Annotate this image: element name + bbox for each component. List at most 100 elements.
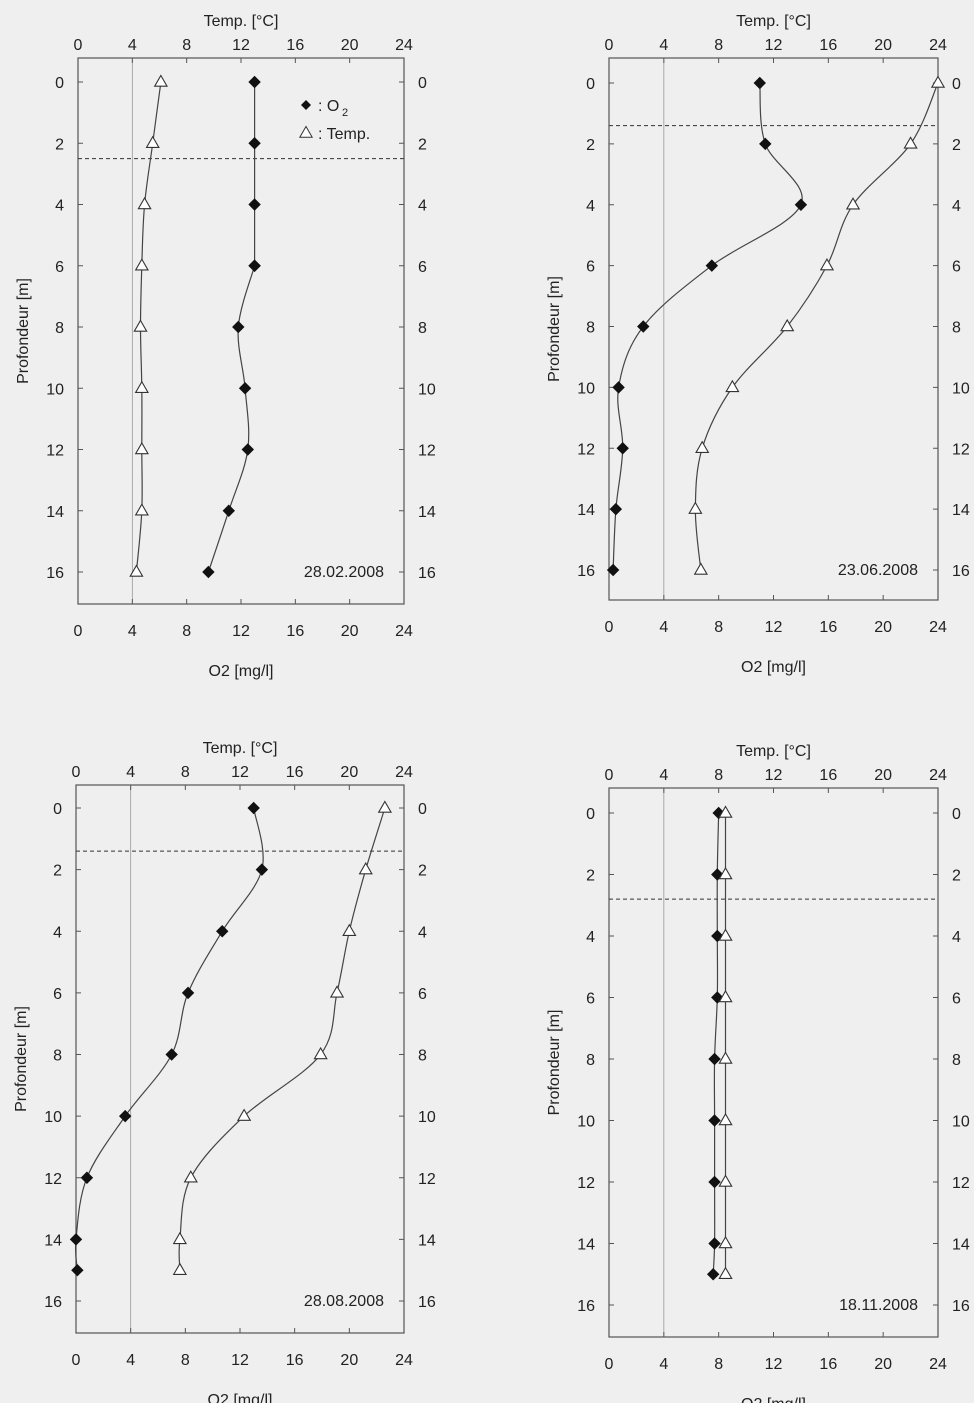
o2-point (248, 137, 261, 150)
y-tick-left-label: 16 (44, 1294, 62, 1311)
y-tick-left-label: 16 (46, 565, 64, 582)
y-tick-right-label: 2 (952, 137, 961, 154)
y-tick-left-label: 2 (55, 136, 64, 153)
y-tick-left-label: 16 (577, 563, 595, 580)
x-tick-top-label: 0 (605, 767, 614, 784)
x-tick-top-label: 24 (395, 37, 413, 54)
y-tick-right-label: 4 (418, 924, 427, 941)
temp-point (172, 1231, 187, 1245)
y-tick-left-label: 10 (577, 380, 595, 397)
y-tick-left-label: 0 (55, 75, 64, 92)
legend-temp-marker (298, 125, 314, 138)
temp-point (313, 1046, 328, 1060)
y-tick-left-label: 14 (577, 1237, 595, 1254)
temp-point (718, 1266, 733, 1280)
y-axis-title: Profondeur [m] (546, 1010, 563, 1116)
y-tick-left-label: 12 (577, 441, 595, 458)
top-axis-title: Temp. [°C] (736, 743, 811, 760)
y-tick-right-label: 12 (418, 1171, 436, 1188)
o2-point (222, 504, 235, 517)
x-tick-top-label: 0 (72, 764, 81, 781)
y-tick-left-label: 4 (586, 198, 595, 215)
o2-point (232, 320, 245, 334)
y-tick-right-label: 0 (952, 76, 961, 93)
x-tick-bottom-label: 16 (819, 1356, 837, 1373)
o2-point (181, 986, 195, 1000)
o2-point (616, 442, 629, 455)
o2-point (612, 381, 625, 394)
bottom-axis-title: O2 [mg/l] (741, 659, 806, 676)
x-tick-top-label: 0 (605, 37, 614, 54)
y-tick-right-label: 10 (418, 1109, 436, 1126)
y-tick-left-label: 8 (586, 1052, 595, 1069)
x-tick-bottom-label: 4 (659, 619, 668, 636)
temp-point (718, 1051, 733, 1064)
y-tick-left-label: 0 (586, 806, 595, 823)
y-tick-left-label: 4 (53, 924, 62, 941)
y-tick-right-label: 4 (418, 198, 427, 215)
y-tick-right-label: 16 (952, 1298, 970, 1315)
y-tick-left-label: 10 (46, 381, 64, 398)
temp-point (134, 258, 149, 271)
date-label: 18.11.2008 (839, 1297, 918, 1314)
x-tick-top-label: 4 (659, 767, 668, 784)
temp-point (780, 318, 795, 332)
y-tick-right-label: 14 (952, 1237, 970, 1254)
series-line-triangle (694, 82, 939, 571)
x-tick-bottom-label: 8 (181, 1352, 190, 1369)
x-tick-bottom-label: 8 (714, 619, 723, 636)
legend-o2-subscript: 2 (342, 107, 348, 119)
temp-point (134, 441, 149, 455)
x-tick-top-label: 8 (714, 37, 723, 54)
x-tick-bottom-label: 20 (874, 619, 892, 636)
y-tick-right-label: 12 (952, 441, 970, 458)
temp-point (133, 319, 148, 332)
o2-point (248, 198, 261, 211)
temp-point (903, 136, 918, 149)
y-tick-left-label: 2 (586, 868, 595, 885)
plot-frame (608, 57, 939, 601)
x-tick-bottom-label: 0 (605, 1356, 614, 1373)
temp-point (137, 196, 152, 210)
o2-point (637, 320, 650, 333)
o2-point (248, 75, 261, 89)
x-tick-top-label: 16 (819, 37, 837, 54)
x-tick-bottom-label: 0 (605, 619, 614, 636)
x-tick-bottom-label: 8 (714, 1356, 723, 1373)
y-tick-right-label: 12 (418, 443, 436, 460)
x-tick-bottom-label: 16 (286, 623, 304, 640)
date-label: 28.08.2008 (304, 1293, 384, 1310)
y-tick-left-label: 8 (55, 320, 64, 337)
temp-point (718, 1174, 733, 1187)
y-tick-left-label: 14 (46, 504, 64, 521)
y-tick-right-label: 6 (952, 259, 961, 276)
temp-point (725, 379, 740, 393)
x-tick-bottom-label: 12 (765, 619, 783, 636)
temp-point (718, 866, 733, 880)
o2-point (216, 925, 229, 938)
o2-point (794, 198, 808, 211)
temp-point (145, 135, 160, 149)
o2-point (165, 1048, 178, 1061)
x-tick-top-label: 8 (181, 764, 190, 781)
temp-point (693, 562, 708, 575)
series-line-diamond (207, 81, 257, 573)
x-tick-top-label: 4 (128, 37, 137, 54)
y-tick-left-label: 6 (53, 986, 62, 1003)
x-tick-top-label: 24 (395, 764, 413, 781)
temp-point (845, 197, 861, 210)
x-tick-bottom-label: 12 (231, 1352, 249, 1369)
y-tick-right-label: 4 (952, 198, 961, 215)
y-tick-right-label: 0 (418, 801, 427, 818)
y-axis-title: Profondeur [m] (13, 1006, 30, 1112)
y-tick-right-label: 2 (952, 868, 961, 885)
x-tick-bottom-label: 20 (340, 1352, 358, 1369)
o2-point (202, 565, 215, 579)
legend: : O 2: Temp. (298, 98, 370, 143)
o2-point (759, 137, 772, 151)
y-tick-left-label: 6 (55, 259, 64, 276)
